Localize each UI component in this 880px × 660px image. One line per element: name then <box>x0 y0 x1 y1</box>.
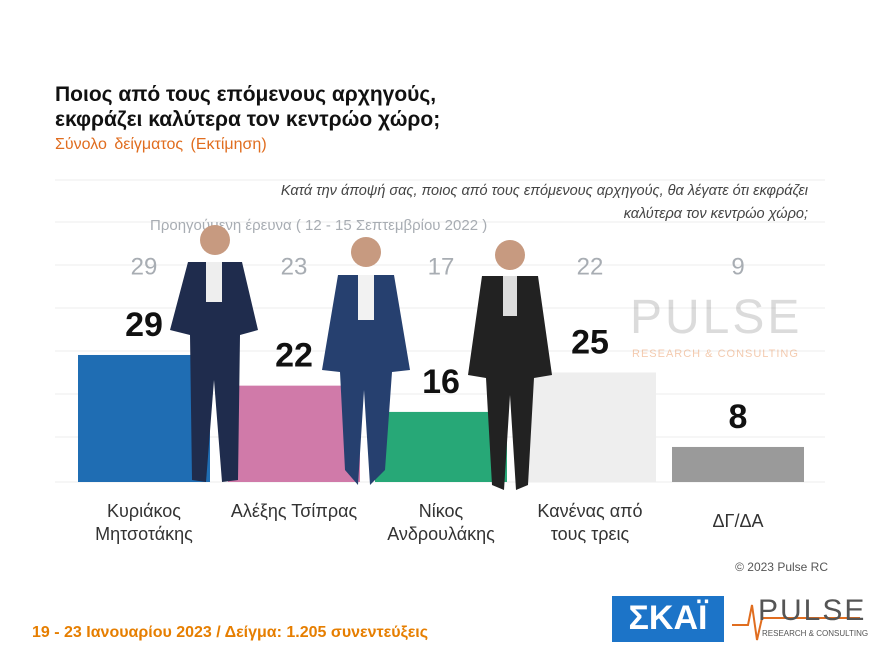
previous-legend: Προηγούμενη έρευνα ( 12 - 15 Σεπτεμβρίου… <box>150 217 487 234</box>
bar <box>524 372 656 482</box>
category-label: ΔΓ/ΔΑ <box>712 511 764 531</box>
previous-value: 29 <box>131 253 158 280</box>
title: Ποιος από τους επόμενους αρχηγούς, εκφρά… <box>55 83 441 131</box>
value-label: 8 <box>729 398 748 436</box>
pulse-tagline: RESEARCH & CONSULTING <box>762 629 868 638</box>
previous-value: 17 <box>428 253 455 280</box>
value-label: 16 <box>422 363 460 401</box>
watermark-pulse: PULSE <box>630 291 802 344</box>
person-2 <box>322 237 410 485</box>
pulse-text: PULSE <box>758 594 866 627</box>
value-label: 29 <box>125 306 163 344</box>
bar <box>375 411 507 482</box>
previous-value: 22 <box>577 253 604 280</box>
question: Κατά την άποψή σας, ποιος από τους επόμε… <box>280 183 808 222</box>
previous-value: 9 <box>731 253 744 280</box>
subtitle: Σύνολο δείγματος (Εκτίμηση) <box>55 136 267 153</box>
category-label: Κανένας από τους τρεις <box>537 501 643 544</box>
footer: 19 - 23 Ιανουαρίου 2023 / Δείγμα: 1.205 … <box>32 624 428 641</box>
bar <box>78 354 210 482</box>
category-label: Αλέξης Τσίπρας <box>230 501 358 521</box>
person-1 <box>170 225 258 482</box>
previous-value: 23 <box>281 253 308 280</box>
value-label: 22 <box>275 337 313 375</box>
skai-text: ΣΚΑΪ <box>629 599 710 637</box>
copyright: © 2023 Pulse RC <box>735 560 828 574</box>
skai-logo: ΣΚΑΪ <box>612 596 724 642</box>
category-label: Νίκος Ανδρουλάκης <box>387 501 495 544</box>
value-label: 25 <box>571 323 609 361</box>
watermark-tagline: RESEARCH & CONSULTING <box>632 348 799 360</box>
pulse-logo: PULSE RESEARCH & CONSULTING <box>732 594 868 641</box>
bar <box>228 385 360 482</box>
bar <box>672 446 804 482</box>
watermark: PULSE RESEARCH & CONSULTING <box>630 291 802 360</box>
person-3 <box>468 240 552 490</box>
category-label: Κυριάκος Μητσοτάκης <box>95 501 193 544</box>
photos <box>170 225 552 490</box>
